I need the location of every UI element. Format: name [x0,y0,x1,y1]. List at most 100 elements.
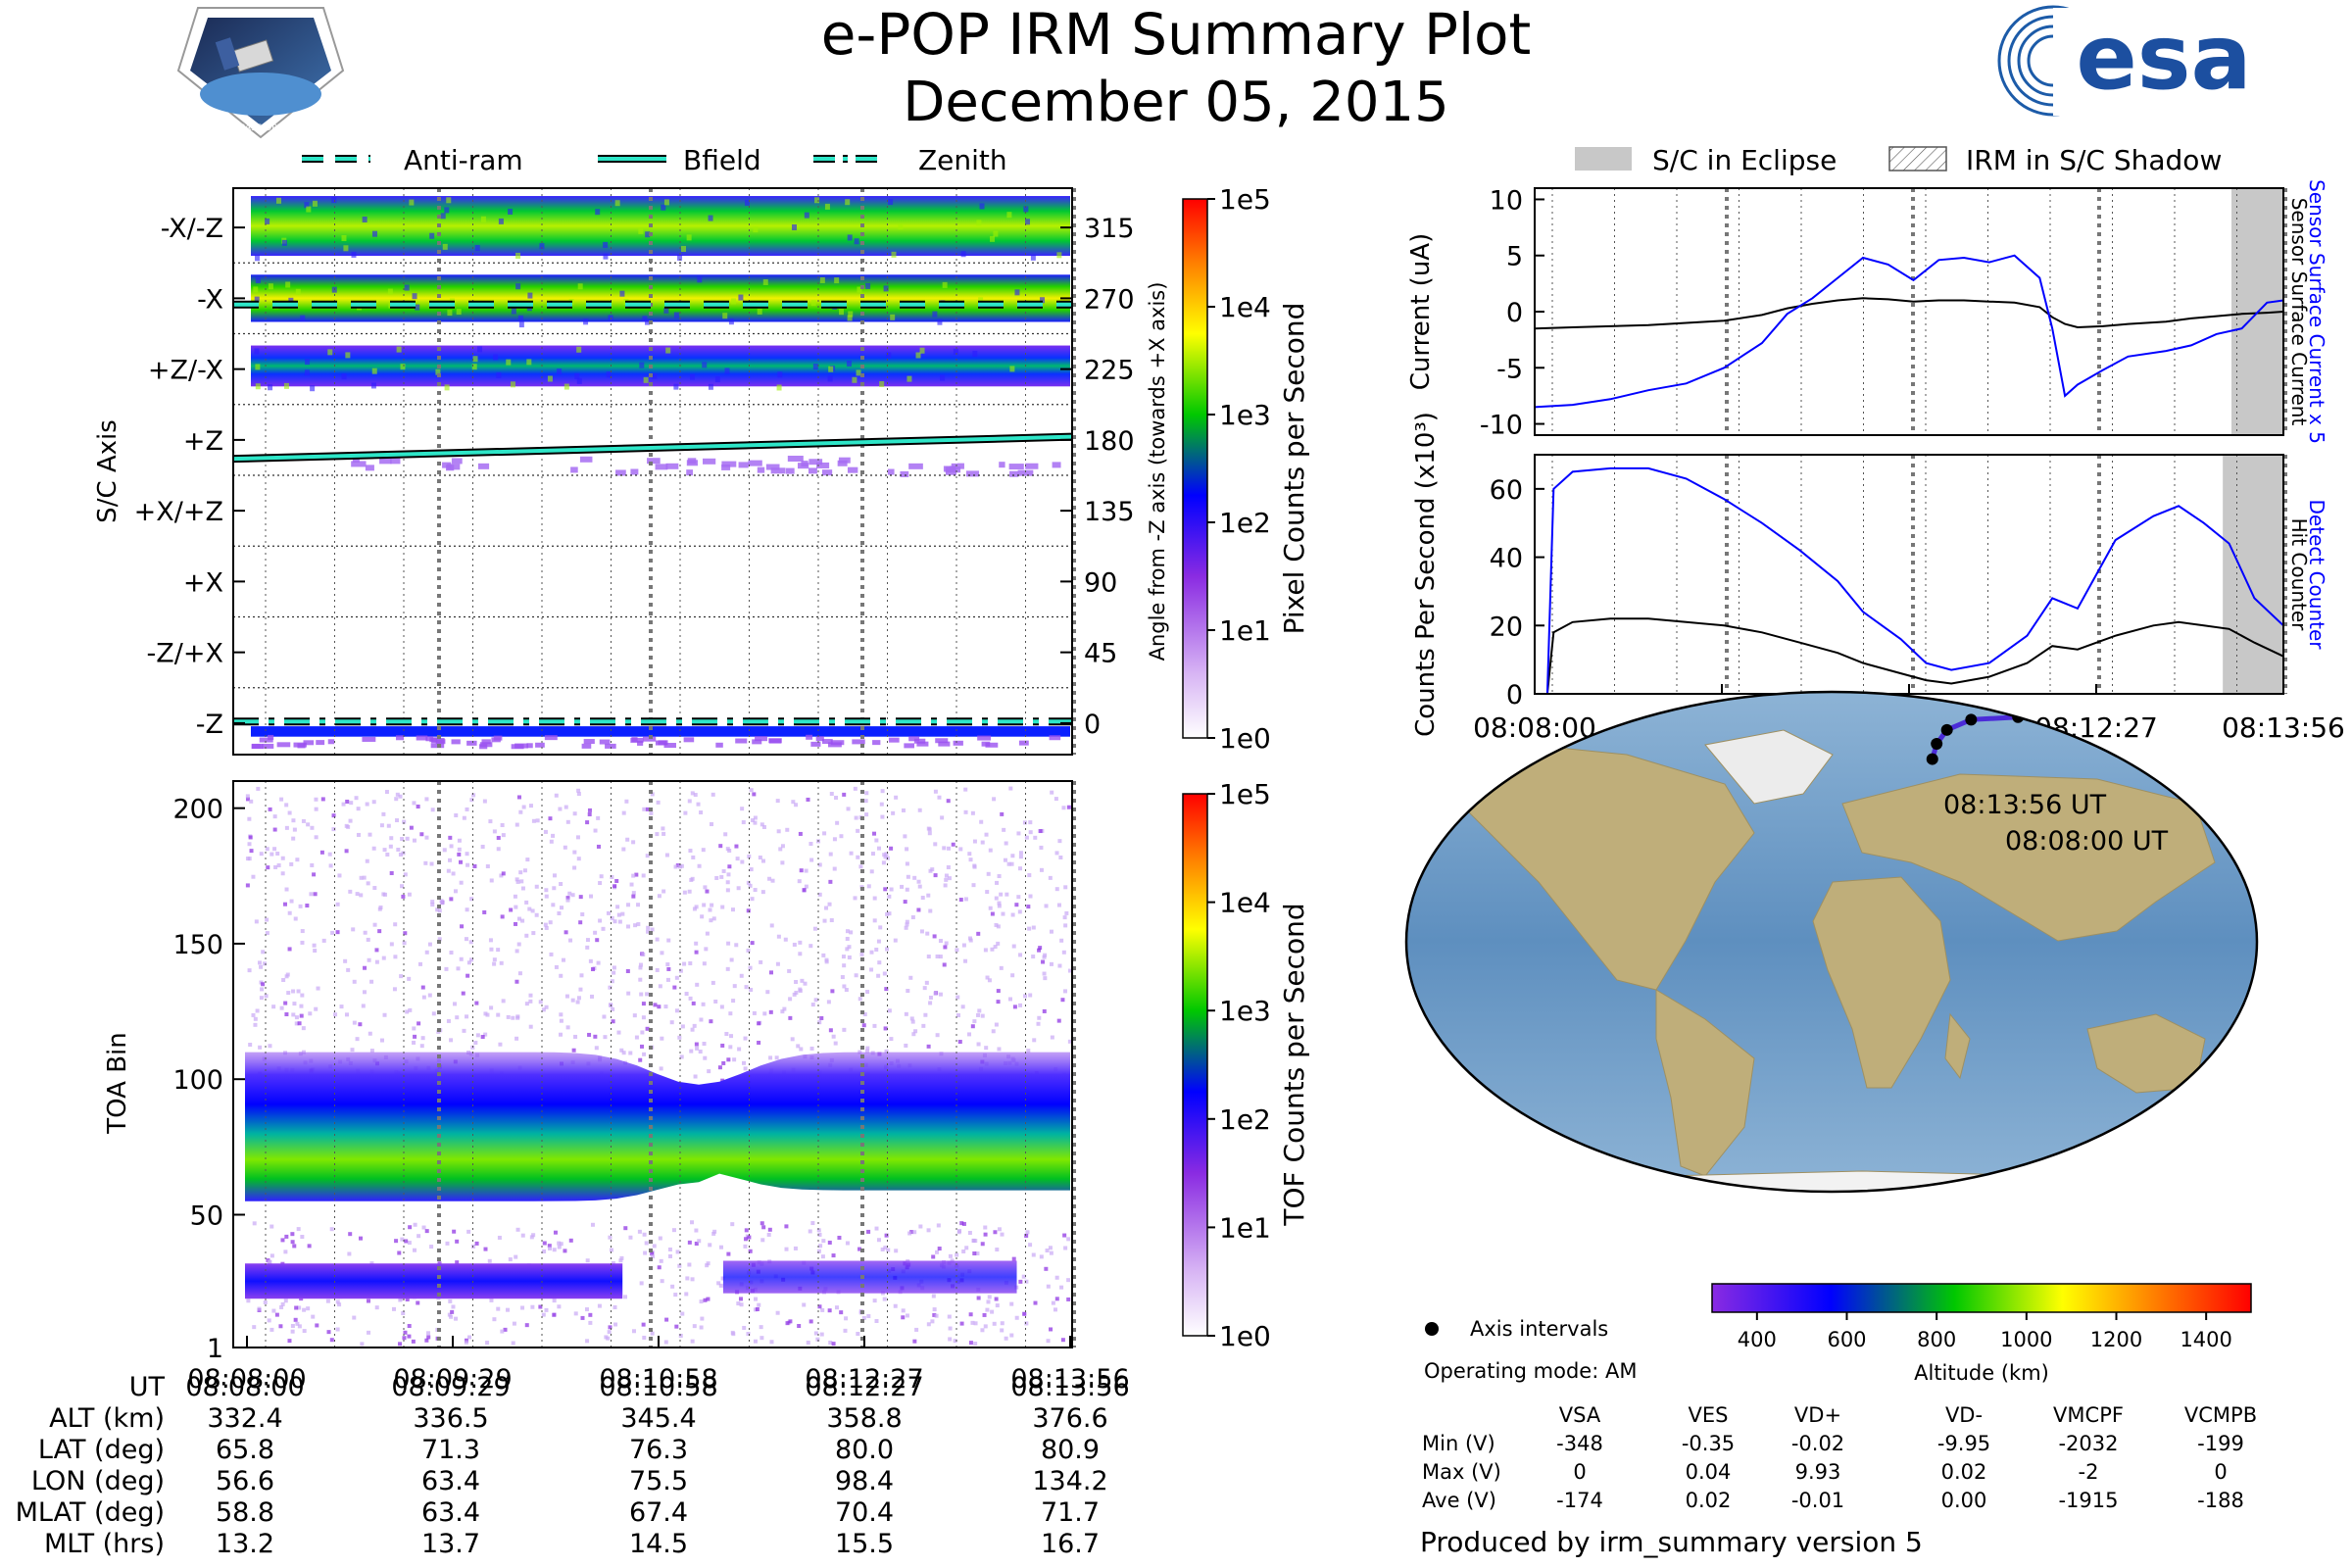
band-sparse-pixel [1025,463,1039,469]
toa-sparse-pixel [663,1004,668,1009]
toa-sparse-pixel [797,879,802,884]
toa-sparse-pixel [815,1337,820,1342]
toa-sparse-pixel [459,880,464,885]
toa-sparse-pixel [386,823,391,828]
voltage-cell: -199 [2197,1432,2244,1455]
toa-sparse-pixel [466,973,470,978]
band-texture-pixel [812,364,818,370]
toa-sparse-pixel [584,1307,589,1312]
band-sparse-pixel [327,739,335,745]
toa-sparse-pixel [858,997,862,1002]
toa-sparse-pixel [984,832,989,837]
toa-sparse-pixel [407,976,412,981]
toa-sparse-pixel [996,1000,1001,1004]
toa-sparse-pixel [1010,973,1015,978]
tof-colorbar-label: TOF Counts per Second [1278,903,1310,1226]
toa-sparse-pixel [955,948,959,953]
toa-sparse-pixel [275,852,280,857]
toa-sparse-pixel [594,1046,599,1051]
band-texture-pixel [517,315,523,321]
voltage-header: VD- [1945,1403,1983,1427]
ephemeris-cell: 75.5 [629,1466,688,1496]
toa-sparse-pixel [367,957,371,962]
toa-sparse-pixel [315,1323,319,1328]
counts-right-label-black: Hit Counter [2287,518,2311,631]
toa-sparse-pixel [940,815,945,820]
toa-sparse-pixel [640,1030,645,1035]
toa-sparse-pixel [542,1241,547,1246]
band-sparse-pixel [953,740,963,746]
toa-sparse-pixel [721,868,726,873]
toa-sparse-pixel [335,1299,340,1304]
toa-sparse-pixel [988,906,993,910]
toa-sparse-pixel [824,906,829,910]
toa-sparse-pixel [608,1325,612,1330]
toa-sparse-pixel [719,874,724,879]
toa-sparse-pixel [606,1336,611,1341]
toa-sparse-pixel [576,857,581,861]
band-sparse-pixel [663,743,676,749]
toa-sparse-pixel [872,1023,877,1028]
toa-sparse-pixel [464,937,468,942]
toa-sparse-pixel [251,874,256,879]
toa-sparse-pixel [928,1001,933,1005]
toa-sparse-pixel [708,1243,712,1248]
toa-sparse-pixel [916,907,921,912]
toa-sparse-pixel [753,1339,758,1344]
toa-sparse-pixel [1061,950,1066,955]
toa-sparse-pixel [365,802,369,807]
band-texture-pixel [644,318,650,325]
toa-sparse-pixel [984,1046,989,1051]
toa-sparse-pixel [1043,976,1048,981]
toa-sparse-pixel [880,1247,885,1251]
toa-sparse-pixel [412,1248,416,1252]
toa-sparse-pixel [993,945,998,950]
toa-sparse-pixel [399,974,404,979]
toa-sparse-pixel [368,1031,372,1036]
toa-sparse-pixel [416,1234,421,1239]
toa-sparse-pixel [820,1307,825,1312]
toa-sparse-pixel [979,819,984,824]
toa-sparse-pixel [730,1222,735,1227]
toa-sparse-pixel [534,884,539,889]
toa-sparse-pixel [442,848,447,853]
toa-sparse-pixel [471,793,476,798]
toa-sparse-pixel [273,864,278,869]
toa-sparse-pixel [881,860,886,865]
toa-sparse-pixel [1043,953,1048,957]
band-sparse-pixel [477,463,490,469]
toa-sparse-pixel [1018,851,1023,856]
toa-sparse-pixel [700,1316,705,1321]
toa-sparse-pixel [703,885,708,890]
toa-sparse-pixel [385,852,390,857]
band-sparse-pixel [665,463,679,469]
band-sparse-pixel [827,742,842,748]
toa-sparse-pixel [331,827,336,832]
band-texture-pixel [310,385,316,392]
toa-sparse-pixel [808,1229,812,1234]
toa-sparse-pixel [886,1248,891,1252]
toa-sparse-pixel [621,1051,626,1055]
toa-sparse-pixel [379,823,384,828]
toa-sparse-pixel [290,1240,295,1245]
toa-sparse-pixel [747,1235,752,1240]
band-sparse-pixel [615,469,626,476]
toa-sparse-pixel [822,918,827,923]
toa-sparse-pixel [991,1029,996,1034]
toa-sparse-pixel [358,1022,363,1027]
band-sparse-pixel [908,463,923,469]
toa-sparse-pixel [987,978,992,983]
axis-interval-marker [1425,1322,1439,1336]
toa-sparse-pixel [641,1015,646,1020]
band-texture-pixel [471,364,477,370]
toa-sparse-pixel [737,1047,742,1052]
toa-sparse-pixel [398,1342,403,1347]
toa-sparse-pixel [279,1304,284,1309]
angle-tick-label: 270 [1084,284,1135,315]
toa-sparse-pixel [698,1050,703,1054]
band-sparse-pixel [908,736,920,742]
toa-sparse-pixel [906,988,910,993]
toa-sparse-pixel [705,889,710,894]
